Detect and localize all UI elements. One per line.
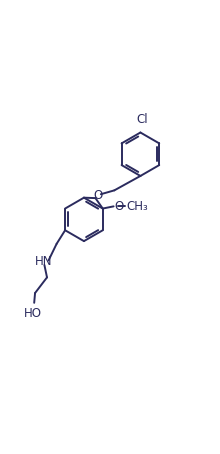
Text: HN: HN (35, 255, 53, 268)
Text: O: O (115, 200, 124, 213)
Text: O: O (94, 189, 103, 202)
Text: CH₃: CH₃ (126, 200, 148, 213)
Text: Cl: Cl (137, 114, 148, 126)
Text: HO: HO (24, 307, 42, 320)
